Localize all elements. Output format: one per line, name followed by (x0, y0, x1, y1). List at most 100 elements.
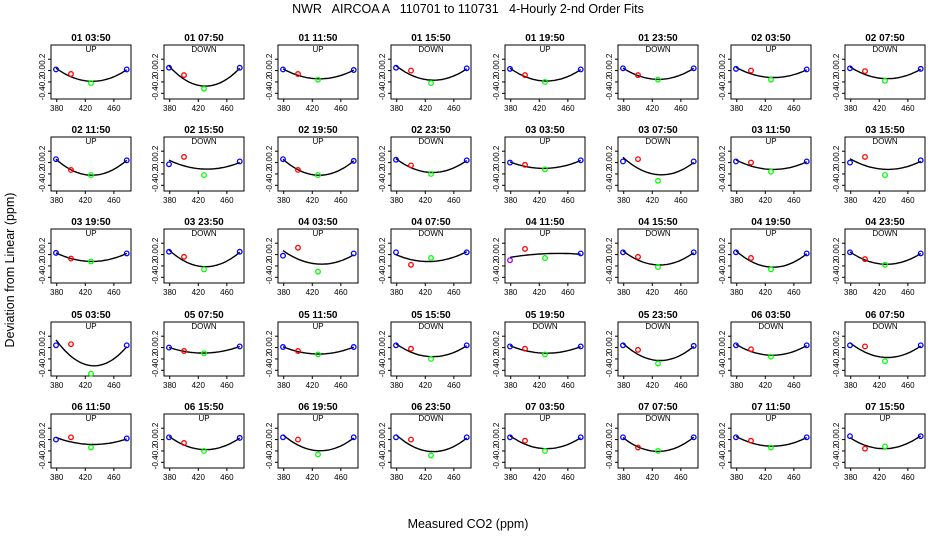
data-point (53, 66, 59, 73)
y-tick-label: -0.4 (605, 363, 614, 377)
data-point (463, 157, 470, 164)
panel-title: 03 03:50 (525, 125, 565, 136)
data-point (53, 342, 59, 349)
data-point (350, 434, 357, 441)
data-point (542, 166, 548, 173)
panel-title: 03 23:50 (184, 217, 224, 228)
data-point (917, 65, 924, 72)
y-tick-label: 0.0 (492, 64, 501, 76)
y-tick-label: 0.0 (151, 248, 160, 260)
data-point (768, 353, 774, 360)
y-tick-label: -0.2 (492, 352, 501, 366)
y-tick-label: 0.2 (605, 145, 614, 157)
panel-title: 04 11:50 (526, 217, 565, 228)
panel-direction: UP (312, 322, 323, 331)
x-tick-label: 420 (419, 104, 433, 113)
data-point (733, 434, 739, 441)
data-point (803, 66, 810, 73)
data-point (88, 370, 94, 377)
y-tick-label: 0.0 (492, 341, 501, 353)
data-point (463, 65, 470, 72)
y-axis-label: Deviation from Linear (ppm) (3, 192, 17, 348)
data-point (882, 77, 888, 84)
plot-frame (277, 44, 359, 100)
data-point (542, 255, 548, 261)
data-point (847, 159, 853, 166)
y-tick-label: 0.2 (605, 422, 614, 434)
y-tick-label: -0.4 (492, 455, 501, 469)
fit-curve (735, 435, 807, 447)
y-tick-label: -0.4 (265, 86, 274, 100)
chart-title: NWR AIRCOA A 110701 to 110731 4-Hourly 2… (292, 2, 644, 16)
data-point (123, 66, 130, 73)
y-tick-label: -0.2 (832, 259, 841, 273)
x-tick-label: 460 (107, 473, 121, 482)
data-point (733, 342, 739, 349)
data-point (350, 67, 357, 73)
x-tick-label: 460 (787, 196, 801, 205)
plot-frame (163, 136, 245, 192)
data-point (635, 444, 641, 451)
y-tick-label: -0.4 (718, 270, 727, 284)
plot-frame (504, 136, 586, 192)
y-tick-label: -0.2 (718, 75, 727, 89)
plot-frame (163, 44, 245, 100)
data-point (803, 342, 810, 349)
y-tick-label: 0.2 (38, 422, 47, 434)
y-tick-label: -0.2 (265, 352, 274, 366)
x-tick-label: 420 (419, 288, 433, 297)
y-tick-label: -0.4 (832, 455, 841, 469)
y-tick-label: 0.0 (265, 248, 274, 260)
data-point (88, 258, 94, 265)
y-tick-label: -0.2 (38, 259, 47, 273)
x-tick-label: 460 (447, 473, 461, 482)
x-tick-label: 420 (873, 104, 887, 113)
y-tick-label: 0.0 (718, 433, 727, 445)
y-tick-label: -0.4 (38, 270, 47, 284)
data-point (620, 342, 626, 349)
y-tick-label: -0.2 (718, 352, 727, 366)
x-tick-label: 460 (220, 104, 234, 113)
panel-direction: UP (765, 137, 776, 146)
plot-frame (730, 44, 812, 100)
y-tick-label: 0.0 (265, 156, 274, 168)
y-tick-label: 0.2 (718, 422, 727, 434)
data-point (123, 435, 130, 442)
x-tick-label: 380 (617, 288, 631, 297)
data-point (635, 156, 641, 163)
panel-direction: UP (539, 229, 550, 238)
x-tick-label: 380 (617, 381, 631, 390)
x-tick-label: 380 (617, 104, 631, 113)
y-tick-label: 0.0 (38, 433, 47, 445)
y-tick-label: 0.0 (718, 341, 727, 353)
panel-title: 05 07:50 (184, 310, 224, 321)
plot-frame (844, 413, 926, 469)
data-point (181, 348, 187, 354)
y-tick-label: -0.2 (718, 444, 727, 458)
data-point (236, 434, 243, 441)
y-tick-label: 0.0 (832, 433, 841, 445)
y-tick-label: -0.4 (38, 86, 47, 100)
data-point (428, 80, 434, 87)
data-point (123, 250, 130, 257)
panel-direction: DOWN (418, 45, 444, 54)
data-point (53, 249, 59, 256)
x-tick-label: 460 (107, 381, 121, 390)
data-point (803, 158, 810, 165)
y-tick-label: 0.2 (38, 237, 47, 249)
x-tick-label: 420 (646, 473, 660, 482)
fit-curve (849, 342, 922, 359)
plot-frame (277, 228, 359, 284)
plot-frame (277, 413, 359, 469)
panel-title: 01 23:50 (638, 33, 678, 44)
